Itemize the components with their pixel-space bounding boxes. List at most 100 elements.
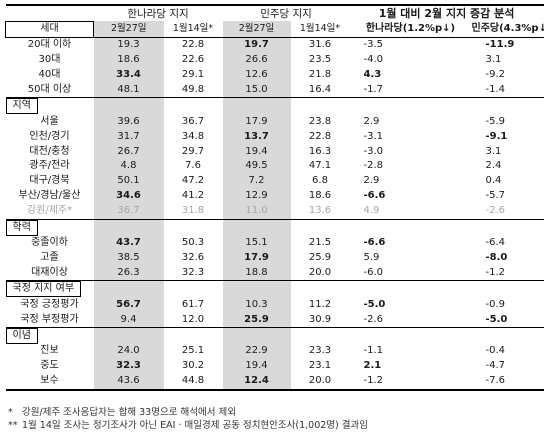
value-cell: 21.5 [308, 237, 332, 249]
blank-cell [222, 218, 291, 236]
blank-cell [471, 218, 544, 236]
row-label: 인천/경기 [29, 130, 70, 142]
value-cell: -11.9 [485, 39, 515, 51]
footnote-2: ** 1월 14일 조사는 정기조사가 아닌 EAI · 매일경제 공동 정치현안… [8, 420, 368, 431]
blank-cell [471, 280, 544, 298]
value-cell: 18.6 [93, 52, 164, 68]
value-cell: -2.6 [363, 313, 384, 325]
value-cell: 12.9 [222, 188, 291, 204]
row-label: 광주/전라 [29, 160, 70, 172]
row-label: 30대 [38, 54, 61, 66]
row-label: 20대 이하 [27, 39, 72, 51]
blank-cell [93, 327, 164, 345]
blank-cell [163, 218, 223, 236]
row-label: 40대 [38, 69, 61, 80]
value-cell: 22.6 [181, 54, 205, 66]
table-row: 강원/제주* 36.7 31.8 11.0 13.6 4.9 -2.6 [6, 203, 544, 220]
value-cell: 34.6 [93, 188, 164, 204]
value-cell: 5.9 [363, 251, 380, 263]
value-cell: -6.6 [363, 237, 386, 249]
value-cell: 38.5 [93, 250, 164, 266]
value-cell: 44.8 [163, 373, 223, 391]
value-cell: 19.4 [222, 358, 291, 374]
section-header-row: 지역 [5, 97, 544, 115]
blank-cell [222, 280, 291, 298]
blank-cell [349, 327, 472, 345]
value-cell: 9.4 [93, 312, 164, 328]
header-row-1: 한나라당 지지 민주당 지지 1월 대비 2월 지지 증감 분석 [5, 3, 544, 22]
value-cell: -1.7 [363, 83, 384, 95]
blank-cell [471, 97, 544, 115]
section-label: 지역 [5, 97, 94, 115]
value-cell: -3.5 [363, 39, 384, 51]
table-row: 대전/충청 26.7 29.7 19.4 16.3 -3.0 3.1 [6, 144, 544, 160]
value-cell: 22.8 [181, 39, 205, 51]
value-cell: 19.7 [222, 37, 291, 53]
table-row: 서울 39.6 36.7 17.9 23.8 2.9 -5.9 [6, 114, 544, 130]
value-cell: 32.6 [181, 251, 205, 263]
table-row: 중도 32.3 30.2 19.4 23.1 2.1 -4.7 [6, 358, 544, 374]
blank-cell [163, 97, 223, 115]
value-cell: 4.9 [363, 205, 380, 217]
blank-cell [290, 97, 350, 115]
value-cell: 13.7 [222, 129, 291, 145]
value-cell: 3.1 [485, 145, 502, 157]
section-label: 학력 [5, 218, 94, 236]
value-cell: -1.4 [485, 83, 506, 95]
value-cell: 18.8 [222, 265, 291, 281]
row-label: 국정 긍정평가 [20, 298, 79, 310]
row-label: 서울 [40, 115, 59, 127]
value-cell: 26.7 [93, 144, 164, 160]
value-cell: 25.1 [181, 345, 205, 357]
blank-cell [290, 218, 350, 236]
value-cell: -9.1 [485, 130, 508, 142]
value-cell: 23.5 [308, 54, 332, 66]
row-label: 부산/경남/울산 [18, 190, 81, 202]
blank-cell [93, 218, 164, 236]
value-cell: 50.3 [181, 237, 205, 249]
header-row-2: 세대 2월27일 1월14일* 2월27일 1월14일* 한나라당(1.2%p↓… [5, 20, 544, 38]
row-label: 보수 [5, 373, 94, 391]
value-cell: 23.8 [308, 115, 332, 127]
value-cell: 36.7 [93, 203, 164, 220]
value-cell: 39.6 [93, 114, 164, 130]
value-cell: -5.0 [485, 313, 508, 325]
table-row: 광주/전라 4.8 7.6 49.5 47.1 -2.8 2.4 [6, 159, 544, 174]
value-cell: 50.1 [93, 173, 164, 189]
table-row: 50대 이상 48.1 49.8 15.0 16.4 -1.7 -1.4 [6, 82, 544, 98]
value-cell: -7.6 [471, 373, 544, 391]
footnote-1: * 강원/제주 조사응답자는 합해 33명으로 해석에서 제외 [8, 407, 236, 418]
value-cell: 6.8 [312, 175, 328, 187]
value-cell: 12.6 [222, 67, 291, 83]
value-cell: 2.9 [363, 115, 380, 127]
value-cell: 41.2 [181, 190, 205, 202]
value-cell: 19.3 [93, 37, 164, 53]
value-cell: 11.2 [308, 298, 332, 310]
change-party1-header: 한나라당(1.2%p↓) [349, 21, 472, 38]
value-cell: -5.7 [485, 190, 506, 202]
value-cell: 7.6 [185, 160, 201, 172]
value-cell: 32.3 [181, 266, 205, 278]
value-cell: 32.3 [93, 358, 164, 374]
value-cell: 43.6 [93, 373, 164, 391]
section-label: 국정 지지 여부 [5, 280, 94, 298]
blank-cell [290, 327, 350, 345]
value-cell: -3.0 [363, 145, 384, 157]
section-header-row: 학력 [5, 218, 544, 236]
table-row: 국정 긍정평가 56.7 61.7 10.3 11.2 -5.0 -0.9 [6, 297, 544, 313]
section-header-row: 이념 [5, 327, 544, 345]
value-cell: 22.8 [308, 130, 332, 142]
table-row: 20대 이하 19.3 22.8 19.7 31.6 -3.5 -11.9 [6, 37, 544, 53]
table-row: 대재이상 26.3 32.3 18.8 20.0 -6.0 -1.2 [6, 265, 544, 281]
table-row: 고졸 38.5 32.6 17.9 25.9 5.9 -8.0 [6, 250, 544, 266]
blank-cell [349, 97, 472, 115]
value-cell: 24.0 [93, 344, 164, 359]
value-cell: 36.7 [181, 115, 205, 127]
value-cell: 10.3 [222, 297, 291, 313]
row-label: 중졸이하 [31, 237, 68, 249]
section-label: 이념 [5, 327, 94, 345]
row-label: 50대 이상 [27, 83, 72, 95]
value-cell: -3.1 [363, 130, 384, 142]
value-cell: 7.2 [222, 173, 291, 189]
